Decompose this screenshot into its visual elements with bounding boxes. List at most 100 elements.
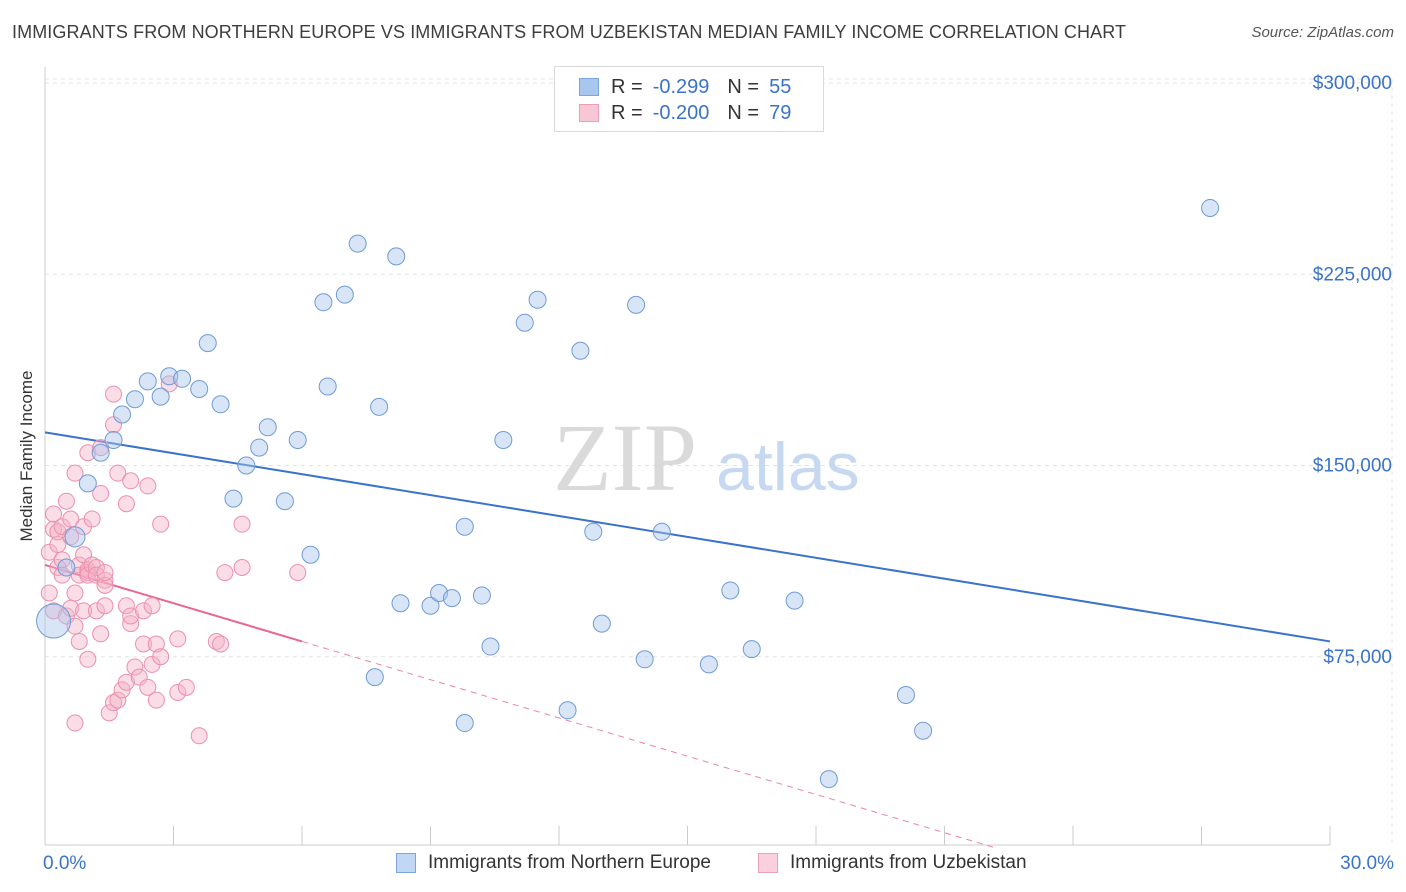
series-northern-europe-points	[36, 198, 1220, 789]
point-uzbekistan	[113, 681, 131, 699]
point-uzbekistan	[117, 597, 135, 615]
point-northern-europe	[481, 637, 500, 656]
point-northern-europe	[442, 589, 461, 608]
point-uzbekistan	[289, 564, 307, 582]
point-northern-europe	[301, 545, 320, 564]
point-uzbekistan	[169, 630, 187, 648]
point-uzbekistan	[75, 602, 93, 620]
point-uzbekistan	[62, 528, 80, 546]
legend-r-value-blue: -0.299	[652, 75, 710, 98]
point-northern-europe	[173, 369, 192, 388]
point-northern-europe	[190, 380, 209, 398]
point-uzbekistan	[109, 691, 127, 709]
point-northern-europe	[318, 377, 337, 396]
legend-swatch-blue	[579, 78, 599, 96]
source-label: Source: ZipAtlas.com	[1251, 24, 1394, 41]
point-uzbekistan	[70, 632, 88, 650]
point-northern-europe	[571, 341, 590, 360]
point-northern-europe	[742, 640, 761, 659]
point-northern-europe	[113, 405, 132, 424]
point-northern-europe	[472, 586, 491, 605]
point-northern-europe	[198, 334, 217, 353]
legend-n-value-pink: 79	[769, 101, 792, 124]
point-uzbekistan	[57, 492, 75, 510]
point-uzbekistan	[92, 439, 110, 457]
legend-r-label-blue: R =	[611, 75, 643, 98]
point-uzbekistan	[212, 635, 230, 653]
point-northern-europe	[365, 668, 384, 687]
point-uzbekistan	[139, 678, 157, 696]
point-uzbekistan	[92, 485, 110, 503]
point-northern-europe	[914, 721, 933, 740]
series-legend-label-pink: Immigrants from Uzbekistan	[790, 852, 1027, 873]
y-tick-label: $225,000	[1313, 264, 1392, 285]
point-uzbekistan	[152, 515, 170, 533]
series-legend-label-blue: Immigrants from Northern Europe	[428, 852, 711, 873]
watermark: ZIP atlas	[553, 404, 860, 511]
point-uzbekistan	[233, 559, 251, 576]
point-northern-europe	[699, 655, 718, 674]
point-uzbekistan	[169, 683, 187, 701]
watermark-atlas: atlas	[716, 429, 860, 505]
correlation-legend: R = -0.299 N = 55 R = -0.200 N = 79	[554, 66, 824, 132]
point-uzbekistan	[147, 691, 165, 709]
point-uzbekistan	[79, 650, 97, 668]
y-tick-label: $300,000	[1313, 73, 1392, 94]
point-uzbekistan	[233, 515, 251, 533]
point-uzbekistan	[122, 607, 140, 625]
watermark-zip: ZIP	[553, 404, 697, 511]
series-legend-swatch-pink	[758, 853, 778, 873]
series-legend-item-pink: Immigrants from Uzbekistan	[758, 852, 1027, 874]
point-northern-europe	[494, 431, 513, 449]
point-uzbekistan	[40, 584, 58, 602]
point-northern-europe	[151, 387, 170, 406]
axes	[44, 67, 1331, 846]
legend-r-label-pink: R =	[611, 101, 643, 124]
point-northern-europe	[36, 603, 72, 639]
point-northern-europe	[721, 581, 740, 600]
series-uzbekistan-points	[40, 375, 307, 745]
point-uzbekistan	[126, 658, 144, 676]
point-northern-europe	[592, 614, 611, 633]
point-northern-europe	[896, 686, 915, 704]
point-northern-europe	[785, 591, 804, 610]
point-uzbekistan	[100, 704, 118, 722]
point-northern-europe	[335, 285, 354, 304]
point-northern-europe	[64, 526, 86, 548]
trend-line-northern-europe	[44, 431, 1331, 643]
point-uzbekistan	[105, 385, 123, 403]
point-uzbekistan	[216, 564, 234, 582]
point-northern-europe	[819, 770, 838, 789]
point-uzbekistan	[83, 510, 101, 528]
legend-n-value-blue: 55	[769, 75, 792, 98]
point-northern-europe	[455, 714, 474, 733]
point-northern-europe	[370, 397, 389, 416]
y-tick-label: $150,000	[1313, 456, 1392, 477]
point-uzbekistan	[87, 602, 105, 620]
point-northern-europe	[91, 443, 110, 462]
point-northern-europe	[258, 418, 277, 437]
point-uzbekistan	[135, 635, 153, 653]
point-uzbekistan	[152, 648, 170, 666]
point-northern-europe	[275, 492, 294, 511]
point-northern-europe	[1201, 198, 1220, 217]
point-northern-europe	[391, 594, 410, 613]
series-legend: Immigrants from Northern Europe Immigran…	[0, 852, 1406, 878]
point-uzbekistan	[45, 505, 63, 523]
point-northern-europe	[288, 431, 307, 449]
point-northern-europe	[224, 489, 243, 508]
point-northern-europe	[57, 558, 76, 577]
point-uzbekistan	[109, 464, 127, 482]
point-northern-europe	[635, 650, 654, 669]
point-uzbekistan	[66, 714, 84, 732]
point-uzbekistan	[66, 584, 84, 602]
point-uzbekistan	[139, 477, 157, 495]
point-northern-europe	[421, 596, 440, 615]
trend-extension-uzbekistan	[301, 640, 997, 849]
y-tick-label: $75,000	[1323, 647, 1392, 668]
point-northern-europe	[78, 474, 97, 493]
point-northern-europe	[104, 431, 123, 449]
point-northern-europe	[455, 517, 474, 536]
point-northern-europe	[250, 438, 269, 457]
